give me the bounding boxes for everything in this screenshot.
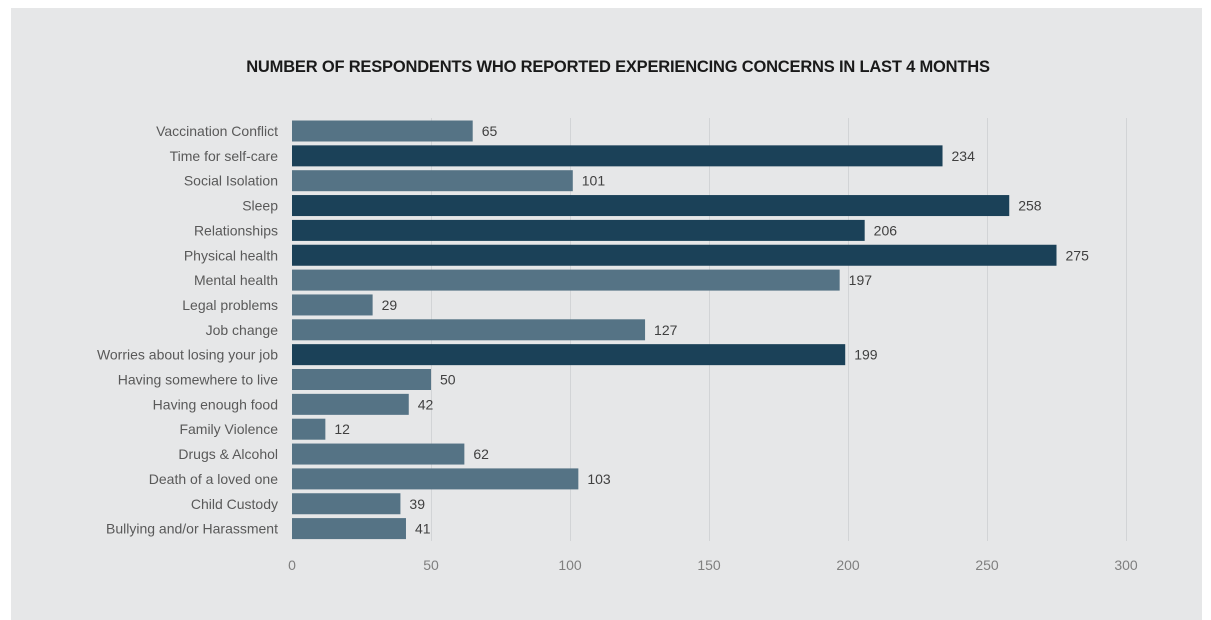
data-label: 275 bbox=[1066, 247, 1090, 263]
category-label: Worries about losing your job bbox=[97, 347, 278, 363]
category-label: Sleep bbox=[242, 198, 278, 214]
data-label: 206 bbox=[874, 222, 898, 238]
category-label: Legal problems bbox=[182, 297, 278, 313]
category-label: Job change bbox=[206, 322, 279, 338]
category-label: Vaccination Conflict bbox=[156, 123, 278, 139]
category-label: Mental health bbox=[194, 272, 278, 288]
x-tick-label: 200 bbox=[836, 557, 860, 573]
category-labels: Vaccination Conflict Time for self-care So… bbox=[97, 123, 278, 537]
data-label: 258 bbox=[1018, 198, 1042, 214]
bar bbox=[292, 244, 1057, 266]
bars bbox=[292, 120, 1057, 540]
bar bbox=[292, 393, 409, 415]
data-label: 127 bbox=[654, 322, 678, 338]
category-label: Relationships bbox=[194, 222, 278, 238]
x-tick-label: 300 bbox=[1114, 557, 1138, 573]
category-label: Child Custody bbox=[191, 496, 278, 512]
category-label: Bullying and/or Harassment bbox=[106, 521, 278, 537]
bar bbox=[292, 219, 865, 241]
x-tick-label: 50 bbox=[423, 557, 439, 573]
bar bbox=[292, 443, 465, 465]
bar bbox=[292, 518, 406, 540]
bar bbox=[292, 120, 473, 142]
bar bbox=[292, 269, 840, 291]
x-axis-ticks: 0 50 100 150 200 250 300 bbox=[288, 557, 1138, 573]
category-label: Drugs & Alcohol bbox=[178, 446, 278, 462]
bar bbox=[292, 145, 943, 167]
category-label: Family Violence bbox=[179, 421, 278, 437]
data-label: 29 bbox=[382, 297, 398, 313]
category-label: Death of a loved one bbox=[149, 471, 278, 487]
data-label: 234 bbox=[952, 148, 976, 164]
bar bbox=[292, 170, 573, 192]
category-label: Having enough food bbox=[153, 396, 278, 412]
data-label: 50 bbox=[440, 372, 456, 388]
bar bbox=[292, 195, 1010, 217]
x-tick-label: 0 bbox=[288, 557, 296, 573]
bar bbox=[292, 294, 373, 316]
category-label: Social Isolation bbox=[184, 173, 278, 189]
data-label: 41 bbox=[415, 521, 431, 537]
data-label: 12 bbox=[334, 421, 350, 437]
x-tick-label: 150 bbox=[697, 557, 721, 573]
bar bbox=[292, 493, 401, 515]
bar bbox=[292, 369, 431, 390]
data-label: 197 bbox=[849, 272, 873, 288]
data-label: 199 bbox=[854, 347, 878, 363]
x-tick-label: 250 bbox=[975, 557, 999, 573]
data-label: 101 bbox=[582, 173, 606, 189]
category-label: Having somewhere to live bbox=[118, 372, 279, 388]
data-label: 65 bbox=[482, 123, 498, 139]
data-label: 103 bbox=[587, 471, 611, 487]
bar bbox=[292, 319, 646, 341]
bar bbox=[292, 344, 846, 366]
data-label: 62 bbox=[473, 446, 489, 462]
x-tick-label: 100 bbox=[558, 557, 582, 573]
chart-panel bbox=[11, 8, 1202, 620]
bar bbox=[292, 468, 579, 490]
value-labels: 65 234 101 258 206 275 197 29 127 199 50 42 12 62 103 3… bbox=[334, 123, 1089, 537]
category-label: Physical health bbox=[184, 247, 278, 263]
bar bbox=[292, 418, 326, 440]
data-label: 39 bbox=[409, 496, 425, 512]
category-label: Time for self-care bbox=[170, 148, 279, 164]
data-label: 42 bbox=[418, 396, 434, 412]
chart-title: NUMBER OF RESPONDENTS WHO REPORTED EXPER… bbox=[246, 58, 990, 76]
